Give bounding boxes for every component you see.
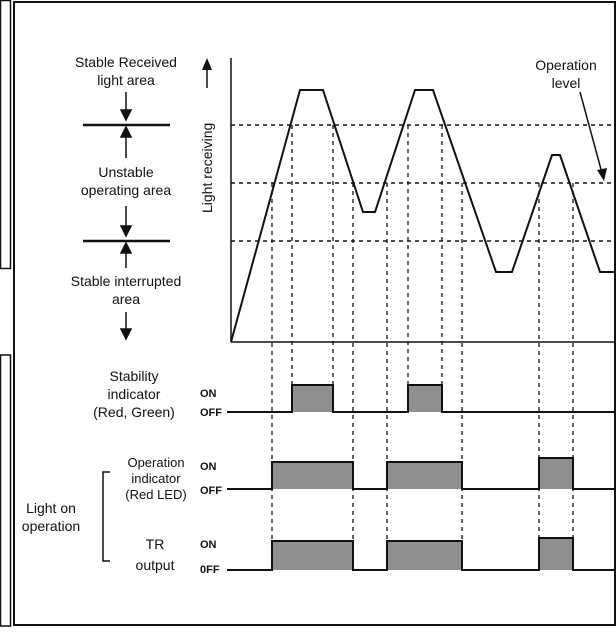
- stability-on-label: ON: [200, 388, 217, 400]
- zone-label-unstable-2: operating area: [81, 182, 172, 198]
- operation-indicator-label-1: Operation: [127, 455, 184, 470]
- group-label-2: operation: [22, 518, 80, 534]
- tr-output-signal: [227, 537, 615, 571]
- operation-indicator-label-2: indicator: [131, 471, 181, 486]
- tr-output-label-1: TR: [146, 536, 165, 552]
- operation-level-pointer: [579, 91, 607, 181]
- stability-off-label: OFF: [200, 407, 222, 419]
- left-panel-frame-bottom: [0, 354, 12, 627]
- zone-label-stable-received-1: Stable Received: [75, 54, 177, 70]
- operation-indicator-on-label: ON: [200, 461, 217, 473]
- operation-indicator-signal: [227, 457, 615, 490]
- left-panel-frame-top: [0, 0, 12, 270]
- stability-label-1: Stability: [109, 368, 158, 384]
- light-receiving-waveform: [230, 89, 615, 343]
- transition-guides: [271, 125, 574, 570]
- stability-label-2: indicator: [108, 386, 161, 402]
- tr-output-label-2: output: [136, 557, 175, 573]
- tr-output-on-label: ON: [200, 539, 217, 551]
- zone-label-stable-interrupted-2: area: [112, 291, 140, 307]
- operation-level-label-1: Operation: [535, 57, 596, 73]
- y-axis-label: Light receiving: [199, 123, 215, 213]
- diagram-frame: [13, 1, 616, 626]
- tr-output-off-label: 0FF: [200, 564, 220, 576]
- zone-label-stable-interrupted-1: Stable interrupted: [71, 273, 182, 289]
- zone-arrows: [119, 92, 133, 341]
- group-label-1: Light on: [26, 500, 76, 516]
- stability-label-3: (Red, Green): [93, 404, 175, 420]
- zone-label-stable-received-2: light area: [97, 72, 155, 88]
- operation-indicator-label-3: (Red LED): [125, 487, 186, 502]
- zone-label-unstable-1: Unstable: [98, 164, 153, 180]
- light-on-operation-bracket: [102, 471, 110, 562]
- operation-indicator-off-label: OFF: [200, 485, 222, 497]
- operation-level-label-2: level: [552, 75, 581, 91]
- y-axis-arrow: [202, 58, 212, 88]
- threshold-lines: [231, 124, 615, 242]
- stability-signal: [227, 384, 615, 413]
